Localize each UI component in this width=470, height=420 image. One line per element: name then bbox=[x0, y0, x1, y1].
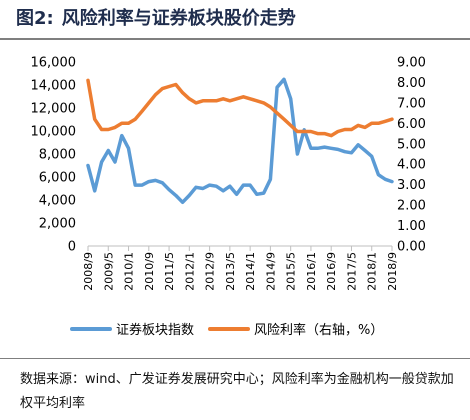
risk-rate-line bbox=[86, 78, 394, 138]
y-right-tick-label: 8.00 bbox=[397, 76, 426, 91]
x-tick-label: 2009/5 bbox=[102, 252, 115, 291]
securities-vs-risk-rate-chart: 0 2,000 4,000 6,000 8,000 10,000 12,000 14,000 1… bbox=[31, 56, 426, 339]
y-left-tick-label: 8,000 bbox=[39, 148, 76, 163]
y-left-tick-label: 4,000 bbox=[39, 194, 76, 209]
x-tick-label: 2017/5 bbox=[345, 252, 358, 291]
y-right-tick-label: 6.00 bbox=[397, 117, 426, 132]
x-tick-label: 2012/9 bbox=[204, 252, 217, 291]
x-tick-label: 2011/5 bbox=[163, 252, 176, 291]
y-right-tick-label: 0.00 bbox=[397, 240, 426, 255]
x-tick-label: 2014/1 bbox=[244, 252, 257, 291]
y-left-tick-label: 10,000 bbox=[31, 125, 77, 140]
source-note: 数据来源：wind、广发证券发展研究中心；风险利率为金融机构一般贷款加权平均利率 bbox=[20, 372, 454, 411]
x-tick-label: 2018/9 bbox=[386, 252, 399, 291]
x-tick-label: 2013/5 bbox=[224, 252, 237, 291]
x-tick-label: 2010/1 bbox=[123, 252, 136, 291]
figure-number: 图2: bbox=[16, 8, 54, 29]
x-tick-label: 2016/1 bbox=[305, 252, 318, 291]
x-tick-label: 2014/9 bbox=[264, 252, 277, 291]
y-right-tick-label: 7.00 bbox=[397, 96, 426, 111]
source-divider bbox=[0, 358, 470, 359]
securities-index-line bbox=[86, 77, 394, 205]
x-tick-label: 2015/5 bbox=[285, 252, 298, 291]
y-left-tick-label: 6,000 bbox=[39, 171, 76, 186]
y-left-tick-label: 2,000 bbox=[39, 217, 76, 232]
y-left-tick-label: 12,000 bbox=[31, 102, 77, 117]
y-right-tick-label: 5.00 bbox=[397, 137, 426, 152]
y-left-tick-label: 16,000 bbox=[31, 56, 77, 71]
figure-title-bar: 图2: 风险利率与证券板块股价走势 bbox=[0, 0, 470, 40]
x-tick-label: 2008/9 bbox=[82, 252, 95, 291]
legend-label-securities-index: 证券板块指数 bbox=[116, 322, 194, 338]
figure-title: 图2: 风险利率与证券板块股价走势 bbox=[16, 4, 304, 30]
legend-label-risk-rate: 风险利率（右轴，%） bbox=[254, 322, 383, 338]
x-tick-label: 2018/1 bbox=[366, 252, 379, 291]
y-left-tick-label: 14,000 bbox=[31, 79, 77, 94]
figure-title-text: 风险利率与证券板块股价走势 bbox=[61, 8, 296, 29]
y-right-tick-label: 1.00 bbox=[397, 219, 426, 234]
x-tick-label: 2016/9 bbox=[325, 252, 338, 291]
x-tick-label: 2010/9 bbox=[143, 252, 156, 291]
x-tick-label: 2012/1 bbox=[183, 252, 196, 291]
y-right-tick-label: 9.00 bbox=[397, 56, 426, 71]
y-right-tick-label: 3.00 bbox=[397, 178, 426, 193]
y-left-tick-label: 0 bbox=[68, 240, 76, 255]
y-right-tick-label: 4.00 bbox=[397, 158, 426, 173]
y-right-tick-label: 2.00 bbox=[397, 199, 426, 214]
